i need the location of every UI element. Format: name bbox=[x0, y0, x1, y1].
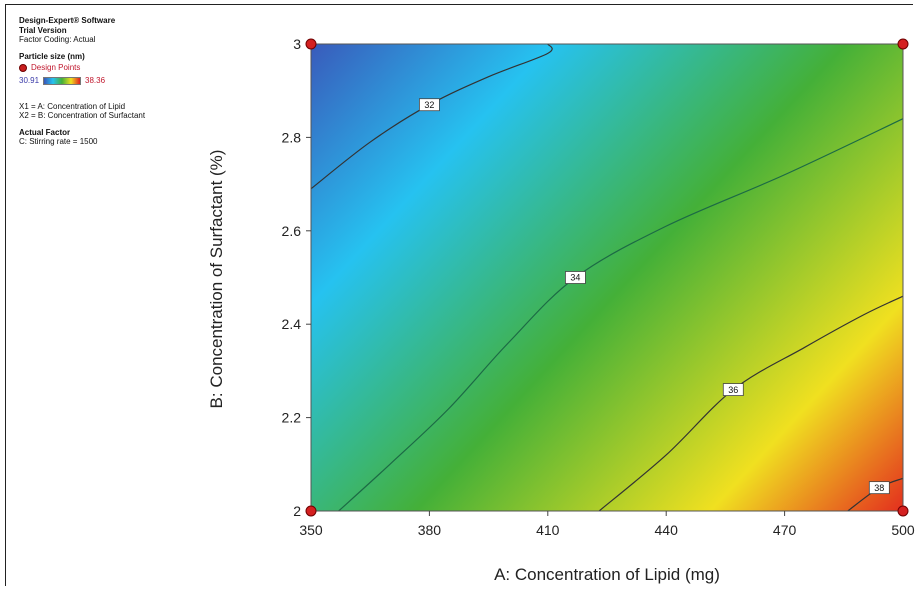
factor-x1: X1 = A: Concentration of Lipid bbox=[19, 101, 126, 111]
x-tick-label: 410 bbox=[536, 522, 560, 538]
design-point bbox=[305, 505, 317, 517]
contour-label-box bbox=[565, 271, 586, 284]
y-tick-label: 2.4 bbox=[282, 316, 302, 332]
x-tick-label: 440 bbox=[655, 522, 679, 538]
x-tick-label: 500 bbox=[891, 522, 915, 538]
figure-frame bbox=[5, 4, 913, 586]
factor-coding: Factor Coding: Actual bbox=[19, 35, 96, 45]
design-points-legend: Design Points bbox=[19, 63, 209, 73]
contour-label-box bbox=[722, 383, 744, 396]
contour-36 bbox=[598, 295, 903, 511]
x-axis-title: A: Concentration of Lipid (mg) bbox=[494, 565, 720, 584]
contour-label: 32 bbox=[424, 100, 434, 110]
plot-border bbox=[310, 43, 904, 512]
range-high: 38.36 bbox=[85, 75, 106, 85]
y-tick-label: 2 bbox=[293, 503, 301, 519]
y-tick-label: 2.8 bbox=[282, 129, 302, 145]
contour-32 bbox=[311, 44, 553, 190]
y-tick-label: 2.2 bbox=[282, 410, 302, 426]
x-tick-label: 350 bbox=[299, 522, 323, 538]
contour-label: 36 bbox=[728, 385, 738, 395]
actual-factor-heading: Actual Factor bbox=[19, 127, 71, 137]
range-low: 30.91 bbox=[19, 75, 40, 85]
design-point bbox=[897, 505, 909, 517]
contour-label-box bbox=[418, 98, 440, 112]
color-range-legend: 30.91 38.36 bbox=[19, 76, 209, 86]
x-tick-label: 470 bbox=[773, 522, 797, 538]
stirring-rate: C: Stirring rate = 1500 bbox=[19, 137, 98, 147]
factor-x2: X2 = B: Concentration of Surfactant bbox=[19, 111, 146, 121]
contour-label-box bbox=[868, 481, 890, 495]
software-name: Design-Expert® Software bbox=[19, 16, 116, 25]
trial-version: Trial Version bbox=[19, 25, 67, 35]
info-panel: Design-Expert® Software Trial Version Fa… bbox=[19, 16, 209, 147]
x-tick-label: 380 bbox=[418, 522, 442, 538]
response-name: Particle size (nm) bbox=[19, 51, 85, 61]
contour-34 bbox=[338, 118, 903, 511]
contour-label: 38 bbox=[874, 483, 884, 493]
contour-label: 34 bbox=[570, 273, 580, 283]
design-points-label: Design Points bbox=[31, 63, 81, 73]
color-gradient-bar bbox=[43, 76, 82, 85]
y-tick-label: 3 bbox=[293, 36, 301, 52]
y-tick-label: 2.6 bbox=[282, 223, 302, 239]
design-point bbox=[305, 38, 317, 50]
design-point bbox=[897, 38, 909, 50]
design-point-icon bbox=[19, 64, 27, 73]
y-axis-title: B: Concentration of Surfactant (%) bbox=[207, 150, 226, 409]
response-surface bbox=[311, 44, 903, 511]
